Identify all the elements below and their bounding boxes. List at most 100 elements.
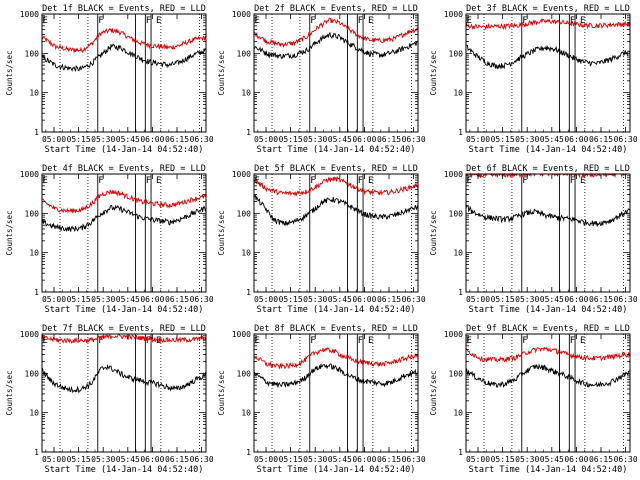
x-tick-label: 06:15 (377, 135, 401, 144)
flag-label: F (146, 16, 151, 26)
y-tick-label: 10 (29, 249, 39, 258)
y-tick-label: 100 (25, 369, 40, 378)
y-tick-label: 1 (246, 288, 251, 297)
y-axis-label: Counts/sec (429, 370, 438, 415)
x-tick-label: 05:30 (303, 455, 327, 464)
x-tick-label: 06:00 (564, 455, 588, 464)
flag-label: E (466, 336, 471, 346)
x-tick-label: 06:00 (564, 295, 588, 304)
x-tick-label: 05:00 (466, 135, 490, 144)
flag-label: F (522, 16, 527, 26)
x-tick-label: 05:00 (466, 295, 490, 304)
x-tick-label: 05:45 (116, 135, 140, 144)
y-tick-label: 10 (241, 409, 251, 418)
events-series-line (41, 204, 207, 232)
x-tick-label: 05:15 (491, 135, 515, 144)
y-tick-label: 1 (34, 288, 39, 297)
y-tick-label: 1 (246, 128, 251, 137)
x-axis-label: Start Time (14-Jan-14 04:52:40) (469, 145, 628, 155)
plot-frame (41, 173, 207, 293)
flag-label: F (98, 16, 103, 26)
events-series-line (41, 364, 207, 394)
y-tick-label: 1 (458, 128, 463, 137)
x-tick-label: 05:15 (67, 455, 91, 464)
x-tick-label: 06:00 (140, 295, 164, 304)
x-axis-label: Start Time (14-Jan-14 04:52:40) (45, 145, 204, 155)
x-tick-label: 06:00 (352, 135, 376, 144)
flag-label: F (146, 336, 151, 346)
panel-title: Det 1f BLACK = Events, RED = LLD (42, 4, 206, 14)
x-tick-label: 05:45 (328, 135, 352, 144)
events-series-line (465, 363, 631, 389)
lld-series-line (41, 333, 207, 344)
x-tick-label: 05:45 (328, 455, 352, 464)
y-tick-label: 10 (241, 249, 251, 258)
lld-series-line (41, 27, 207, 54)
y-tick-label: 1000 (444, 10, 463, 19)
y-tick-label: 100 (25, 49, 40, 58)
x-tick-label: 05:00 (254, 455, 278, 464)
panel-title: Det 6f BLACK = Events, RED = LLD (466, 164, 630, 174)
flag-label: F (98, 336, 103, 346)
flag-label: E (368, 336, 373, 346)
plot-frame (465, 173, 631, 293)
y-tick-label: 100 (449, 209, 464, 218)
flag-label: F (570, 176, 575, 186)
y-axis-label: Counts/sec (429, 50, 438, 95)
y-tick-label: 1 (34, 128, 39, 137)
x-axis-label: Start Time (14-Jan-14 04:52:40) (257, 465, 416, 475)
x-tick-label: 06:30 (402, 295, 426, 304)
flag-label: E (368, 16, 373, 26)
flag-label: E (42, 336, 47, 346)
x-tick-label: 05:30 (515, 455, 539, 464)
x-tick-label: 06:30 (190, 135, 214, 144)
flag-label: E (254, 336, 259, 346)
events-series-line (253, 194, 419, 227)
y-tick-label: 1000 (232, 170, 251, 179)
flag-label: F (522, 176, 527, 186)
flag-label: F (98, 176, 103, 186)
x-tick-label: 06:30 (402, 135, 426, 144)
events-series-line (465, 204, 631, 227)
flag-label: E (254, 16, 259, 26)
x-tick-label: 05:00 (42, 455, 66, 464)
x-axis-label: Start Time (14-Jan-14 04:52:40) (257, 305, 416, 315)
x-tick-label: 05:30 (515, 135, 539, 144)
x-tick-label: 06:15 (165, 295, 189, 304)
y-axis-label: Counts/sec (5, 210, 14, 255)
x-tick-label: 05:30 (91, 295, 115, 304)
x-axis-label: Start Time (14-Jan-14 04:52:40) (257, 145, 416, 155)
plot-frame (465, 333, 631, 453)
x-tick-label: 06:00 (352, 295, 376, 304)
x-tick-label: 05:15 (67, 135, 91, 144)
events-series-line (253, 31, 419, 60)
flag-label: F (570, 336, 575, 346)
x-tick-label: 05:00 (466, 455, 490, 464)
plot-frame (41, 333, 207, 453)
y-tick-label: 1000 (444, 330, 463, 339)
y-tick-label: 1000 (232, 10, 251, 19)
flag-label: E (156, 16, 161, 26)
y-tick-label: 10 (241, 89, 251, 98)
x-tick-label: 06:15 (165, 135, 189, 144)
events-series-line (253, 363, 419, 389)
lld-series-line (465, 172, 630, 179)
y-tick-label: 10 (453, 409, 463, 418)
y-tick-label: 100 (237, 49, 252, 58)
x-tick-label: 06:30 (614, 135, 638, 144)
y-tick-label: 10 (453, 249, 463, 258)
x-tick-label: 06:15 (165, 455, 189, 464)
plot-frame (41, 13, 207, 133)
flag-label: E (42, 16, 47, 26)
x-axis-label: Start Time (14-Jan-14 04:52:40) (45, 305, 204, 315)
flag-label: E (580, 176, 585, 186)
x-tick-label: 06:30 (190, 295, 214, 304)
y-tick-label: 1000 (444, 170, 463, 179)
flag-label: E (156, 176, 161, 186)
x-tick-label: 06:00 (564, 135, 588, 144)
plot-frame (253, 173, 419, 293)
y-tick-label: 1000 (20, 10, 39, 19)
